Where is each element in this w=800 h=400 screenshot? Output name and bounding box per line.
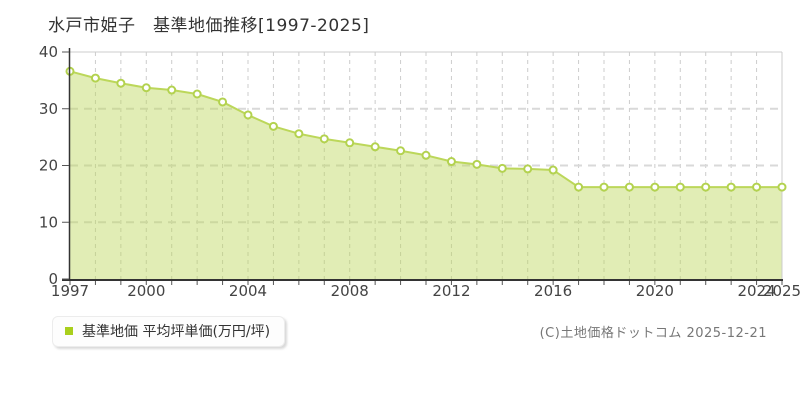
legend-label: 基準地価 平均坪単価(万円/坪) [82,324,271,340]
y-tick-label: 20 [39,157,58,175]
data-point [294,129,304,139]
data-point [650,182,660,192]
data-point [752,182,762,192]
data-point [446,157,456,167]
data-point [167,85,177,95]
data-point [675,182,685,192]
x-tick-label: 1997 [51,282,89,300]
data-point [370,142,380,152]
data-point [345,138,355,148]
data-point [497,163,507,173]
data-point [396,146,406,156]
x-tick-label: 2000 [127,282,165,300]
data-point [548,165,558,175]
data-point [218,97,228,107]
data-point [268,121,278,131]
data-point [523,164,533,174]
data-point [319,134,329,144]
legend: 基準地価 平均坪単価(万円/坪) [52,316,286,347]
area-fill [70,71,782,279]
data-point [116,78,126,88]
data-point [574,182,584,192]
data-point [243,110,253,120]
data-point [701,182,711,192]
y-tick-label: 0 [48,270,58,288]
y-tick-label: 10 [39,213,58,231]
x-tick-label: 2024 [737,282,775,300]
data-point [90,73,100,83]
legend-marker-icon [65,327,73,335]
data-point [421,150,431,160]
y-tick-label: 30 [39,100,58,118]
x-tick-label: 2004 [229,282,267,300]
x-tick-label: 2025 [763,282,800,300]
data-point [599,182,609,192]
x-tick-label: 2016 [534,282,572,300]
x-tick-label: 2012 [432,282,470,300]
data-point [192,89,202,99]
data-point [624,182,634,192]
x-tick-label: 2008 [331,282,369,300]
y-tick-label: 40 [39,43,58,61]
data-point [777,182,787,192]
data-point [472,159,482,169]
chart-title: 水戸市姫子 基準地価推移[1997-2025] [48,16,370,36]
copyright-text: (C)土地価格ドットコム 2025-12-21 [539,326,767,341]
x-tick-label: 2020 [636,282,674,300]
data-point [141,83,151,93]
data-point [726,182,736,192]
